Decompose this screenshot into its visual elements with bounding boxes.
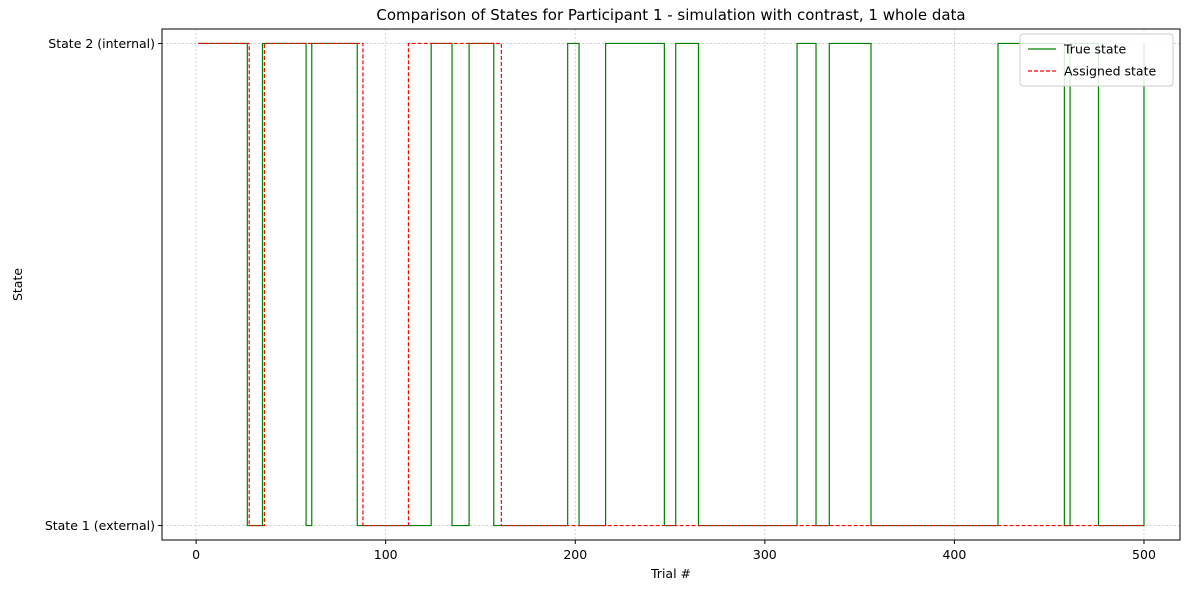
y-axis-label: State bbox=[10, 268, 25, 301]
plot-frame bbox=[161, 28, 1181, 541]
legend-assigned-state-label: Assigned state bbox=[1064, 64, 1156, 79]
assigned-state-line bbox=[198, 42, 1144, 527]
x-tick-label: 500 bbox=[1132, 547, 1156, 562]
legend: True state Assigned state bbox=[1019, 33, 1174, 87]
legend-box bbox=[1019, 33, 1174, 87]
x-tick-label: 100 bbox=[374, 547, 398, 562]
series-layer bbox=[198, 42, 1145, 527]
x-axis-label: Trial # bbox=[650, 566, 691, 581]
y-tick-label: State 2 (internal) bbox=[48, 36, 155, 51]
y-tick-label: State 1 (external) bbox=[45, 518, 155, 533]
x-tick-label: 400 bbox=[942, 547, 966, 562]
x-tick-label: 200 bbox=[563, 547, 587, 562]
x-tick-label: 300 bbox=[753, 547, 777, 562]
chart-title: Comparison of States for Participant 1 -… bbox=[376, 6, 965, 24]
ticks: 0 100 200 300 400 500 State 1 (external) State … bbox=[45, 36, 1156, 562]
legend-true-state-label: True state bbox=[1063, 42, 1126, 57]
x-tick-label: 0 bbox=[192, 547, 200, 562]
